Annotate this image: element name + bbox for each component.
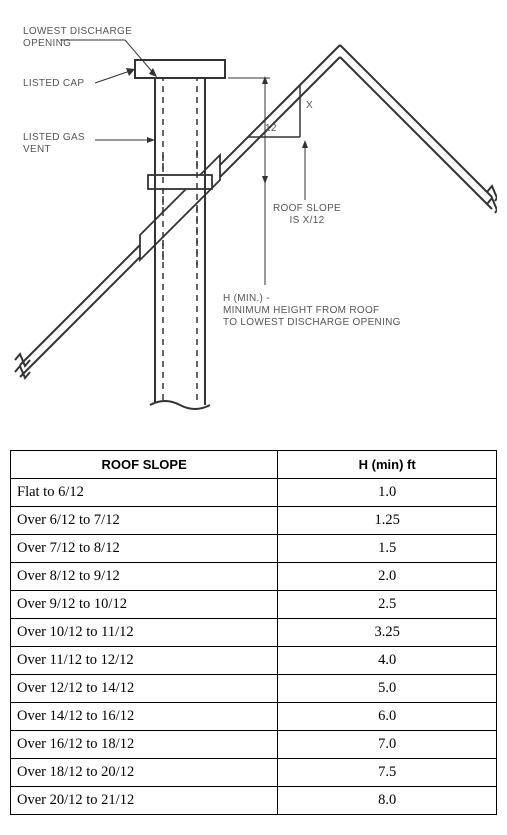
cell-roof-slope: Over 8/12 to 9/12 bbox=[11, 563, 278, 591]
cell-roof-slope: Over 7/12 to 8/12 bbox=[11, 535, 278, 563]
cell-h-min: 3.25 bbox=[278, 619, 497, 647]
label-h-min: H (MIN.) - MINIMUM HEIGHT FROM ROOF TO L… bbox=[223, 293, 401, 329]
cell-h-min: 7.0 bbox=[278, 731, 497, 759]
cell-h-min: 4.0 bbox=[278, 647, 497, 675]
label-x: X bbox=[306, 100, 313, 112]
label-lowest-discharge: LOWEST DISCHARGE OPENING bbox=[23, 26, 132, 50]
table-row: Over 12/12 to 14/125.0 bbox=[11, 675, 497, 703]
cell-roof-slope: Over 6/12 to 7/12 bbox=[11, 507, 278, 535]
cell-roof-slope: Over 9/12 to 10/12 bbox=[11, 591, 278, 619]
cell-h-min: 7.5 bbox=[278, 759, 497, 787]
table-row: Over 16/12 to 18/127.0 bbox=[11, 731, 497, 759]
table-row: Over 7/12 to 8/121.5 bbox=[11, 535, 497, 563]
label-listed-cap: LISTED CAP bbox=[23, 78, 84, 90]
table-row: Flat to 6/121.0 bbox=[11, 479, 497, 507]
table-row: Over 10/12 to 11/123.25 bbox=[11, 619, 497, 647]
cell-h-min: 2.5 bbox=[278, 591, 497, 619]
table-row: Over 11/12 to 12/124.0 bbox=[11, 647, 497, 675]
table-row: Over 8/12 to 9/122.0 bbox=[11, 563, 497, 591]
table-row: Over 6/12 to 7/121.25 bbox=[11, 507, 497, 535]
cell-h-min: 2.0 bbox=[278, 563, 497, 591]
col-h-min: H (min) ft bbox=[278, 451, 497, 479]
label-12: 12 bbox=[265, 123, 277, 135]
cell-roof-slope: Over 16/12 to 18/12 bbox=[11, 731, 278, 759]
cell-roof-slope: Over 10/12 to 11/12 bbox=[11, 619, 278, 647]
cell-h-min: 1.0 bbox=[278, 479, 497, 507]
table-row: Over 9/12 to 10/122.5 bbox=[11, 591, 497, 619]
table-row: Over 14/12 to 16/126.0 bbox=[11, 703, 497, 731]
cell-h-min: 5.0 bbox=[278, 675, 497, 703]
cell-h-min: 1.5 bbox=[278, 535, 497, 563]
table-header-row: ROOF SLOPE H (min) ft bbox=[11, 451, 497, 479]
table-row: Over 18/12 to 20/127.5 bbox=[11, 759, 497, 787]
table-row: Over 20/12 to 21/128.0 bbox=[11, 787, 497, 815]
label-roof-slope: ROOF SLOPE IS X/12 bbox=[273, 203, 341, 227]
cell-roof-slope: Over 20/12 to 21/12 bbox=[11, 787, 278, 815]
col-roof-slope: ROOF SLOPE bbox=[11, 451, 278, 479]
cell-roof-slope: Over 14/12 to 16/12 bbox=[11, 703, 278, 731]
cell-h-min: 6.0 bbox=[278, 703, 497, 731]
cell-roof-slope: Flat to 6/12 bbox=[11, 479, 278, 507]
cell-roof-slope: Over 11/12 to 12/12 bbox=[11, 647, 278, 675]
cell-h-min: 8.0 bbox=[278, 787, 497, 815]
label-listed-gas-vent: LISTED GAS VENT bbox=[23, 132, 85, 156]
vent-diagram: LOWEST DISCHARGE OPENING LISTED CAP LIST… bbox=[10, 10, 497, 410]
cell-roof-slope: Over 18/12 to 20/12 bbox=[11, 759, 278, 787]
roof-slope-table: ROOF SLOPE H (min) ft Flat to 6/121.0Ove… bbox=[10, 450, 497, 815]
cell-h-min: 1.25 bbox=[278, 507, 497, 535]
cell-roof-slope: Over 12/12 to 14/12 bbox=[11, 675, 278, 703]
diagram-svg bbox=[10, 10, 497, 410]
